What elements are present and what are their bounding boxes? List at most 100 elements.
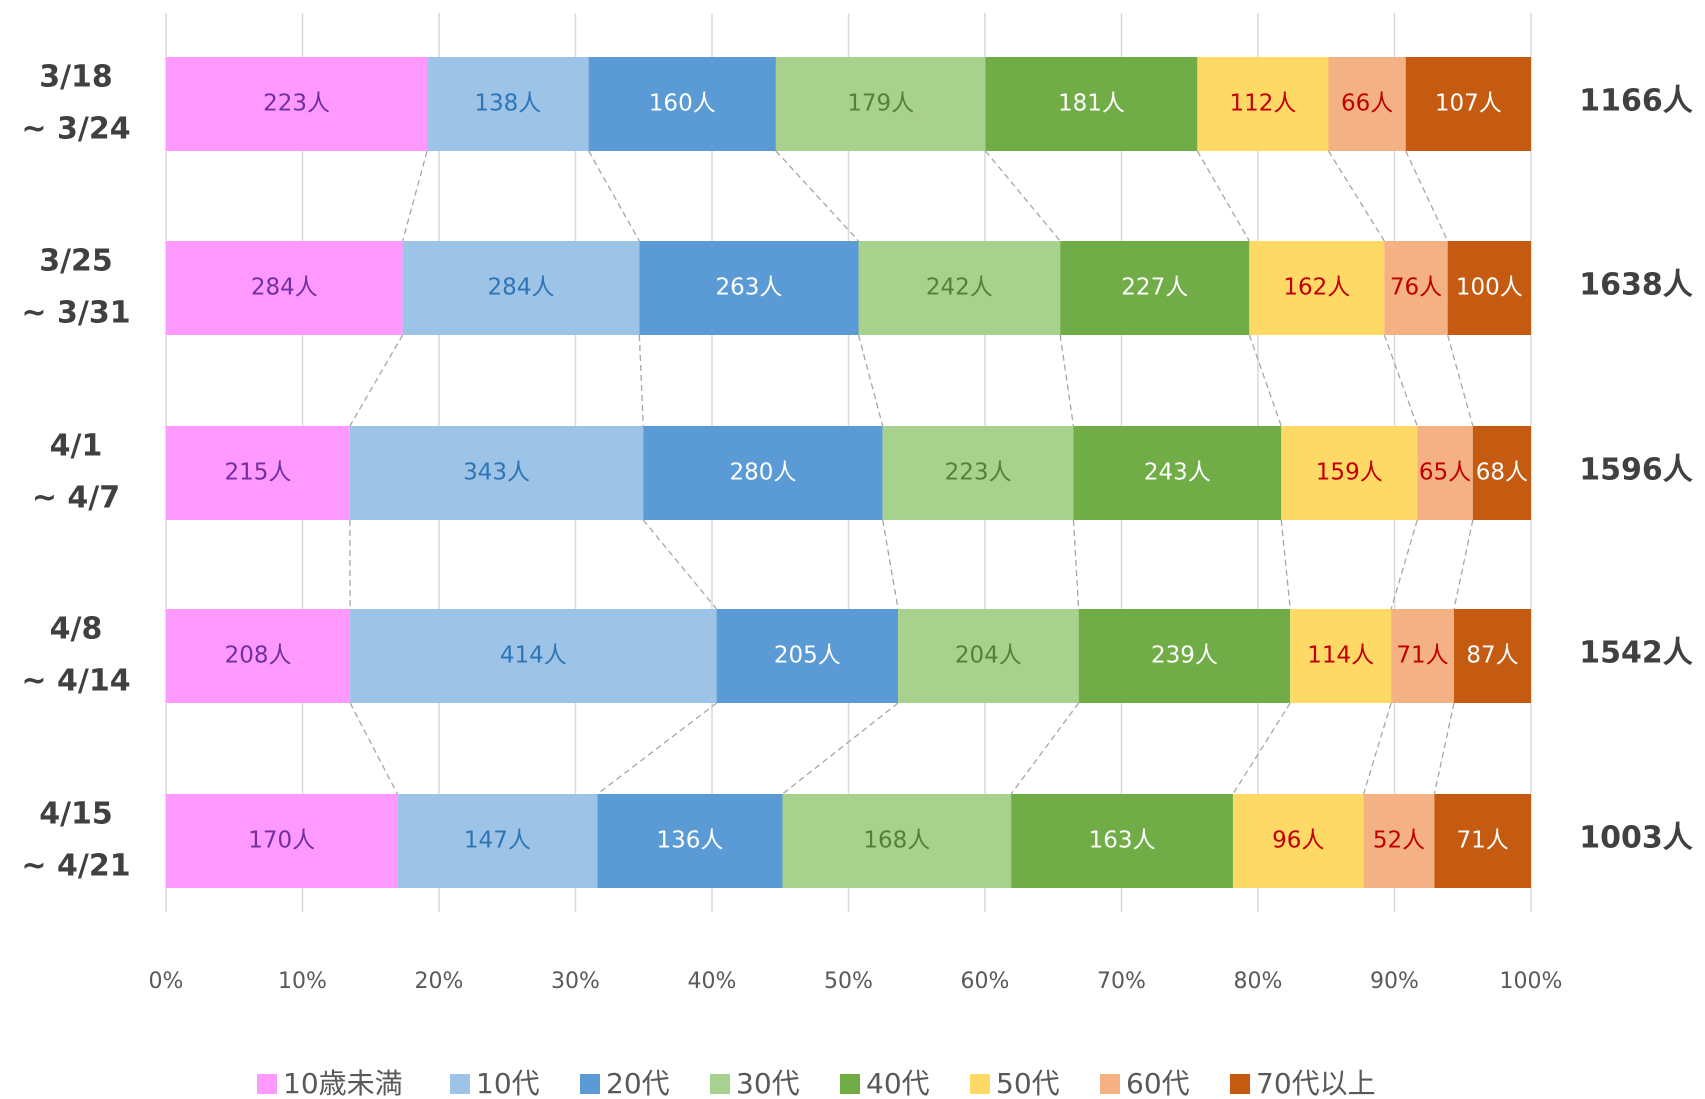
bar-segment bbox=[597, 794, 783, 888]
value-label: 284人 bbox=[488, 275, 555, 301]
bar-segment bbox=[1384, 241, 1448, 335]
category-label: ~ 4/14 bbox=[21, 664, 130, 699]
total-label: 1166人 bbox=[1579, 84, 1693, 119]
connector-line bbox=[1405, 150, 1449, 242]
value-label: 243人 bbox=[1144, 460, 1211, 486]
value-label: 343人 bbox=[463, 460, 530, 486]
bar-segment bbox=[1391, 609, 1454, 703]
bar-segment bbox=[166, 794, 398, 888]
legend-label: 70代以上 bbox=[1256, 1067, 1376, 1099]
value-label: 280人 bbox=[730, 460, 797, 486]
value-label: 170人 bbox=[248, 828, 315, 854]
connector-line bbox=[588, 150, 640, 242]
legend-swatch bbox=[450, 1074, 470, 1094]
bar-segment bbox=[985, 57, 1198, 151]
total-label: 1542人 bbox=[1579, 636, 1693, 671]
bar-segment bbox=[402, 241, 640, 335]
value-label: 168人 bbox=[863, 828, 930, 854]
x-tick-label: 70% bbox=[1097, 969, 1146, 994]
connector-line bbox=[775, 150, 859, 242]
bar-segment bbox=[782, 794, 1012, 888]
bar-segment bbox=[397, 794, 598, 888]
connector-line bbox=[1390, 519, 1418, 610]
value-label: 66人 bbox=[1341, 91, 1393, 117]
bar-segment bbox=[1434, 794, 1531, 888]
connector-line bbox=[1072, 519, 1080, 610]
bar-segment bbox=[166, 241, 403, 335]
bar-segment bbox=[898, 609, 1079, 703]
bar-segment bbox=[1328, 57, 1406, 151]
bar-segment bbox=[1060, 241, 1250, 335]
category-label: 4/1 bbox=[50, 429, 103, 464]
value-label: 76人 bbox=[1390, 275, 1442, 301]
bar-segment bbox=[639, 241, 859, 335]
x-tick-label: 100% bbox=[1500, 969, 1563, 994]
connector-line bbox=[984, 150, 1061, 242]
connector-line bbox=[1280, 519, 1291, 610]
value-label: 179人 bbox=[847, 91, 914, 117]
value-label: 284人 bbox=[251, 275, 318, 301]
legend-swatch bbox=[257, 1074, 277, 1094]
bar-segment bbox=[1232, 794, 1364, 888]
value-label: 263人 bbox=[715, 275, 782, 301]
connector-line bbox=[1059, 334, 1075, 427]
x-tick-label: 20% bbox=[415, 969, 464, 994]
bar-segment bbox=[166, 609, 351, 703]
connector-line bbox=[882, 519, 899, 610]
x-tick-label: 10% bbox=[278, 969, 327, 994]
bar-segment bbox=[588, 57, 776, 151]
legend-swatch bbox=[1100, 1074, 1120, 1094]
bar-segment bbox=[1363, 794, 1435, 888]
value-label: 65人 bbox=[1419, 460, 1471, 486]
total-label: 1003人 bbox=[1579, 821, 1693, 856]
bar-segment bbox=[1197, 57, 1329, 151]
value-label: 242人 bbox=[926, 275, 993, 301]
connector-line bbox=[1327, 150, 1385, 242]
legend-swatch bbox=[970, 1074, 990, 1094]
connector-line bbox=[1433, 702, 1455, 795]
category-label: ~ 3/31 bbox=[21, 296, 130, 331]
connector-line bbox=[1362, 702, 1392, 795]
connector-line bbox=[857, 334, 884, 427]
total-label: 1596人 bbox=[1579, 453, 1693, 488]
value-label: 181人 bbox=[1058, 91, 1125, 117]
connector-line bbox=[597, 702, 717, 795]
value-label: 163人 bbox=[1089, 828, 1156, 854]
x-tick-label: 60% bbox=[961, 969, 1010, 994]
value-label: 160人 bbox=[649, 91, 716, 117]
connector-line bbox=[1232, 702, 1291, 795]
bar-segment bbox=[427, 57, 589, 151]
legend-swatch bbox=[580, 1074, 600, 1094]
bar-segment bbox=[1472, 426, 1531, 520]
bar-segment bbox=[166, 57, 428, 151]
legend-swatch bbox=[710, 1074, 730, 1094]
legend-swatch bbox=[840, 1074, 860, 1094]
connector-line bbox=[402, 150, 428, 242]
bar-segment bbox=[1290, 609, 1392, 703]
bar-segment bbox=[716, 609, 899, 703]
value-label: 208人 bbox=[225, 643, 292, 669]
bar-segment bbox=[1281, 426, 1418, 520]
value-label: 112人 bbox=[1229, 91, 1296, 117]
value-label: 71人 bbox=[1396, 643, 1448, 669]
value-label: 114人 bbox=[1307, 643, 1374, 669]
legend-swatch bbox=[1230, 1074, 1250, 1094]
legend-label: 20代 bbox=[606, 1067, 670, 1099]
bar-segment bbox=[1073, 426, 1282, 520]
bar-segment bbox=[1453, 609, 1531, 703]
bar-segment bbox=[349, 426, 644, 520]
total-label: 1638人 bbox=[1579, 268, 1693, 303]
connector-line bbox=[782, 702, 899, 795]
connector-line bbox=[1447, 334, 1474, 427]
category-label: 3/25 bbox=[39, 244, 113, 279]
bar-segment bbox=[1078, 609, 1291, 703]
value-label: 223人 bbox=[945, 460, 1012, 486]
bar-segment bbox=[775, 57, 986, 151]
x-tick-label: 40% bbox=[688, 969, 737, 994]
legend-label: 10代 bbox=[476, 1067, 540, 1099]
x-tick-label: 0% bbox=[149, 969, 184, 994]
value-label: 162人 bbox=[1283, 275, 1350, 301]
connector-line bbox=[638, 334, 644, 427]
legend-label: 40代 bbox=[866, 1067, 930, 1099]
connector-line bbox=[1453, 519, 1474, 610]
